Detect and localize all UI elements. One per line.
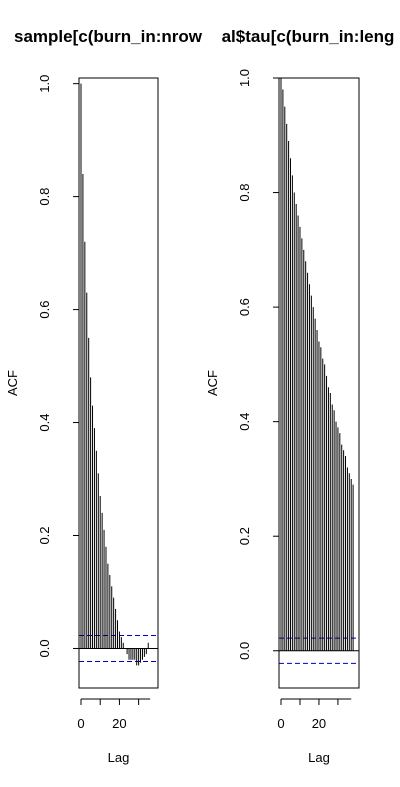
y-axis-label: ACF (5, 370, 20, 396)
y-tick-label: 0.0 (237, 642, 252, 660)
y-tick-label: 1.0 (37, 75, 52, 93)
y-tick-label: 0.6 (37, 301, 52, 319)
x-tick-label: 0 (277, 716, 284, 731)
x-tick-label: 0 (77, 716, 84, 731)
x-axis-label: Lag (108, 750, 130, 765)
y-tick-label: 0.4 (237, 413, 252, 431)
y-tick-label: 0.2 (37, 526, 52, 544)
y-tick-label: 0.8 (37, 188, 52, 206)
right-acf-panel: 0.0 0.2 0.4 0.6 0.8 1.0 0 20 Lag ACF (205, 69, 360, 765)
y-tick-label: 1.0 (237, 69, 252, 87)
left-chart-title: sample[c(burn_in:nrow (14, 27, 203, 46)
x-tick-label: 20 (112, 716, 126, 731)
left-acf-panel: 0.0 0.2 0.4 0.6 0.8 1.0 0 20 Lag ACF (5, 75, 159, 765)
y-tick-label: 0.8 (237, 184, 252, 202)
y-axis-label: ACF (205, 370, 220, 396)
y-tick-label: 0.0 (37, 639, 52, 657)
y-tick-label: 0.6 (237, 298, 252, 316)
x-axis-label: Lag (308, 750, 330, 765)
x-tick-label: 20 (312, 716, 326, 731)
right-chart-title: al$tau[c(burn_in:leng (222, 27, 395, 46)
y-tick-label: 0.2 (237, 527, 252, 545)
y-tick-label: 0.4 (37, 413, 52, 431)
